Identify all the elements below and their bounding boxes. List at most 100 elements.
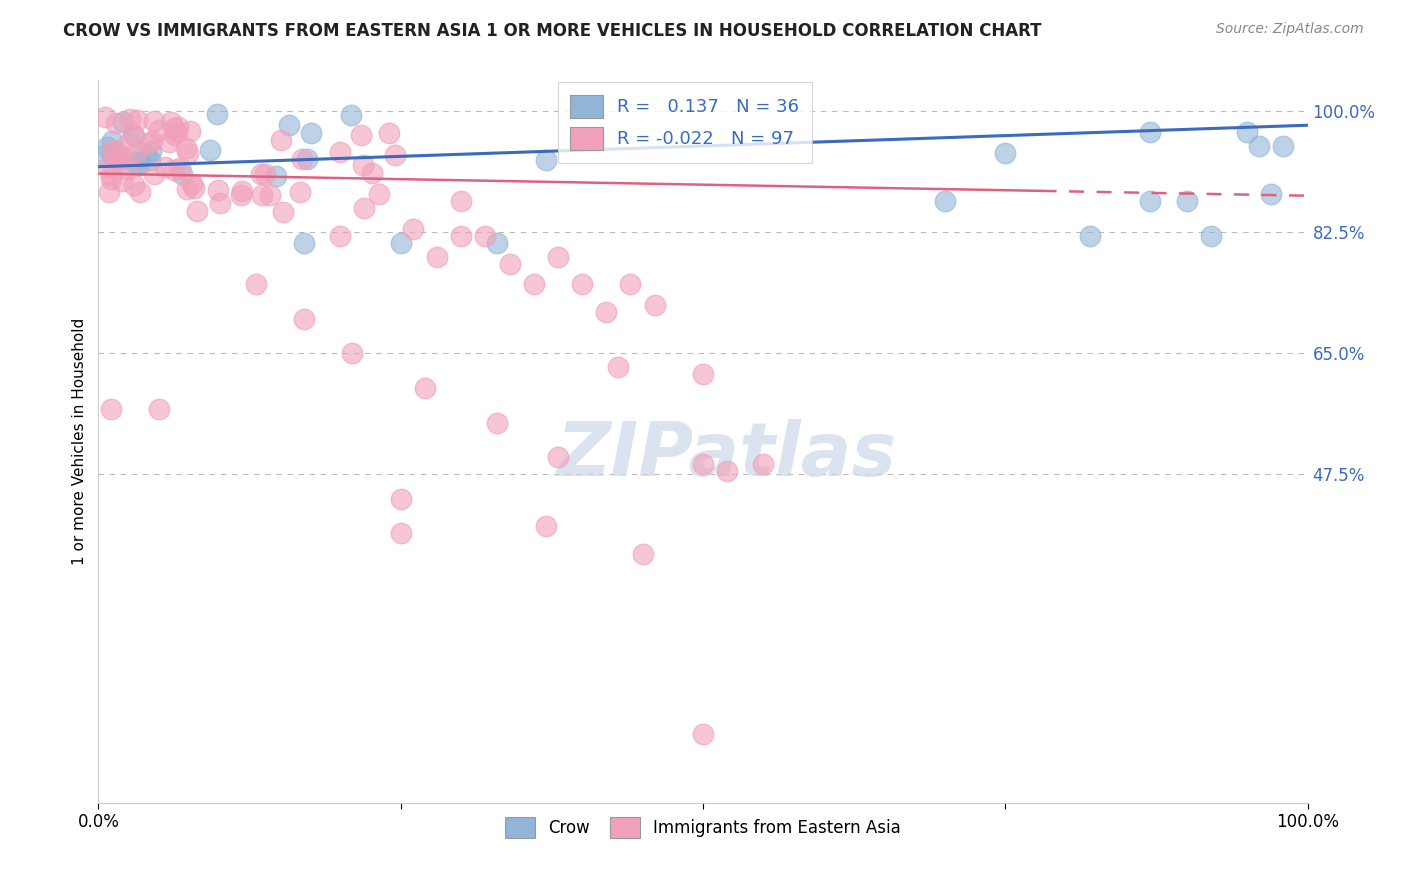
- Point: [163, 163, 186, 178]
- Point: [118, 135, 141, 149]
- Point: [100, 169, 122, 183]
- Point: [253, 168, 276, 182]
- Point: [141, 144, 163, 158]
- Point: [353, 201, 375, 215]
- Point: [122, 128, 145, 143]
- Point: [198, 143, 221, 157]
- Point: [135, 148, 157, 162]
- Point: [994, 145, 1017, 160]
- Point: [389, 491, 412, 506]
- Point: [104, 116, 127, 130]
- Point: [94, 148, 117, 162]
- Point: [342, 346, 364, 360]
- Point: [534, 519, 557, 533]
- Point: [692, 726, 714, 740]
- Point: [128, 158, 150, 172]
- Point: [138, 136, 160, 150]
- Point: [1139, 194, 1161, 209]
- Point: [141, 135, 163, 149]
- Point: [270, 133, 292, 147]
- Point: [619, 277, 641, 292]
- Point: [292, 311, 315, 326]
- Point: [264, 169, 287, 183]
- Point: [96, 140, 118, 154]
- Point: [292, 235, 315, 250]
- Point: [450, 228, 472, 243]
- Point: [1272, 139, 1295, 153]
- Point: [104, 143, 127, 157]
- Point: [163, 128, 186, 143]
- Point: [176, 182, 198, 196]
- Point: [177, 146, 200, 161]
- Text: CROW VS IMMIGRANTS FROM EASTERN ASIA 1 OR MORE VEHICLES IN HOUSEHOLD CORRELATION: CROW VS IMMIGRANTS FROM EASTERN ASIA 1 O…: [63, 22, 1042, 40]
- Point: [299, 126, 322, 140]
- Point: [607, 360, 630, 375]
- Point: [716, 464, 738, 478]
- Point: [534, 153, 557, 167]
- Point: [249, 167, 271, 181]
- Point: [101, 134, 124, 148]
- Point: [122, 178, 145, 193]
- Point: [142, 167, 165, 181]
- Point: [186, 203, 208, 218]
- Point: [1199, 228, 1222, 243]
- Point: [278, 118, 301, 132]
- Point: [1175, 194, 1198, 209]
- Point: [153, 161, 176, 175]
- Point: [1078, 228, 1101, 243]
- Point: [1139, 125, 1161, 139]
- Point: [121, 127, 143, 141]
- Point: [148, 123, 170, 137]
- Text: ZIPatlas: ZIPatlas: [557, 419, 897, 492]
- Y-axis label: 1 or more Vehicles in Household: 1 or more Vehicles in Household: [72, 318, 87, 566]
- Point: [692, 367, 714, 381]
- Point: [547, 450, 569, 464]
- Point: [170, 167, 193, 181]
- Point: [128, 155, 150, 169]
- Point: [595, 305, 617, 319]
- Point: [101, 147, 124, 161]
- Point: [547, 250, 569, 264]
- Text: Source: ZipAtlas.com: Source: ZipAtlas.com: [1216, 22, 1364, 37]
- Point: [486, 416, 509, 430]
- Point: [125, 113, 148, 128]
- Point: [94, 110, 117, 124]
- Point: [157, 135, 180, 149]
- Point: [571, 277, 593, 292]
- Point: [100, 401, 122, 416]
- Point: [117, 161, 139, 176]
- Point: [523, 277, 546, 292]
- Point: [105, 153, 128, 168]
- Point: [97, 160, 120, 174]
- Point: [361, 166, 384, 180]
- Point: [122, 155, 145, 169]
- Point: [288, 185, 311, 199]
- Point: [368, 187, 391, 202]
- Point: [352, 157, 374, 171]
- Point: [259, 188, 281, 202]
- Point: [111, 115, 134, 129]
- Point: [174, 141, 197, 155]
- Point: [143, 113, 166, 128]
- Point: [631, 547, 654, 561]
- Point: [183, 181, 205, 195]
- Point: [166, 125, 188, 139]
- Point: [486, 235, 509, 250]
- Point: [125, 145, 148, 160]
- Point: [450, 194, 472, 209]
- Point: [498, 256, 520, 270]
- Point: [128, 185, 150, 199]
- Point: [167, 120, 190, 135]
- Point: [179, 124, 201, 138]
- Point: [340, 108, 363, 122]
- Point: [245, 277, 267, 292]
- Point: [295, 153, 318, 167]
- Point: [181, 178, 204, 192]
- Point: [350, 128, 373, 143]
- Point: [250, 188, 273, 202]
- Point: [291, 153, 314, 167]
- Point: [231, 185, 253, 199]
- Point: [426, 250, 449, 264]
- Point: [1260, 187, 1282, 202]
- Point: [100, 172, 122, 186]
